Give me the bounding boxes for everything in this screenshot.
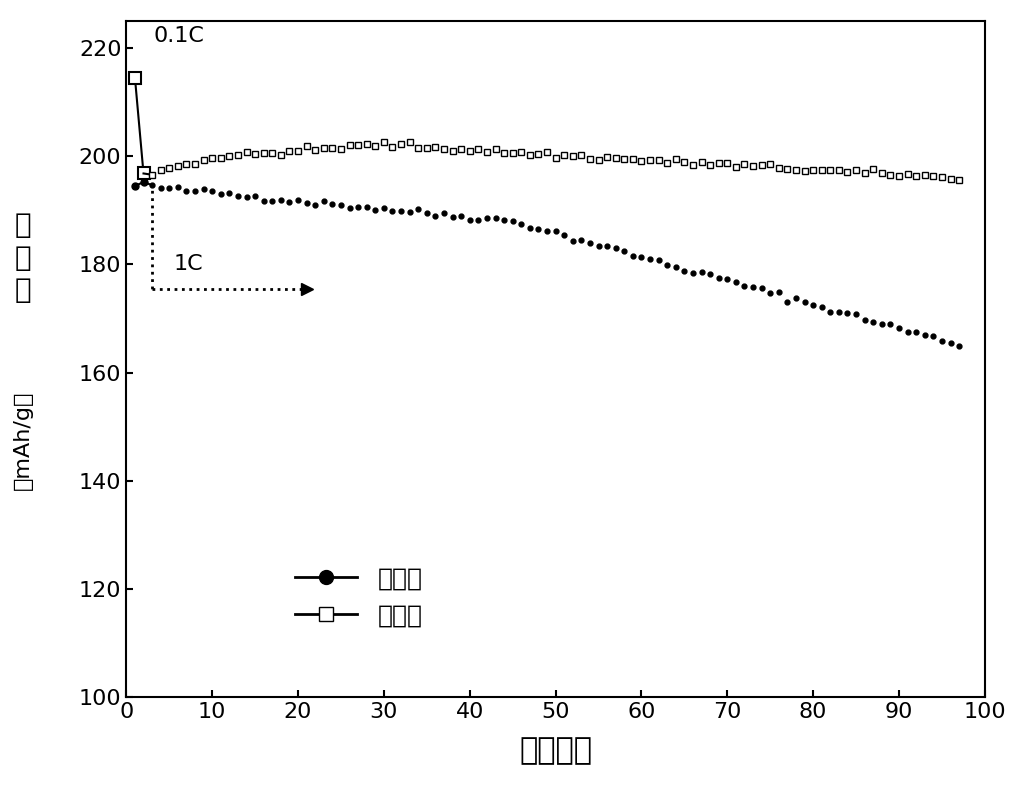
Text: 1C: 1C xyxy=(174,254,203,274)
Text: （mAh/g）: （mAh/g） xyxy=(13,391,33,490)
Legend: 包覆前, 包覆后: 包覆前, 包覆后 xyxy=(284,557,432,637)
Text: 克
容
量: 克 容 量 xyxy=(15,211,32,304)
X-axis label: 循环次数: 循环次数 xyxy=(519,736,593,765)
Text: 0.1C: 0.1C xyxy=(154,27,204,46)
